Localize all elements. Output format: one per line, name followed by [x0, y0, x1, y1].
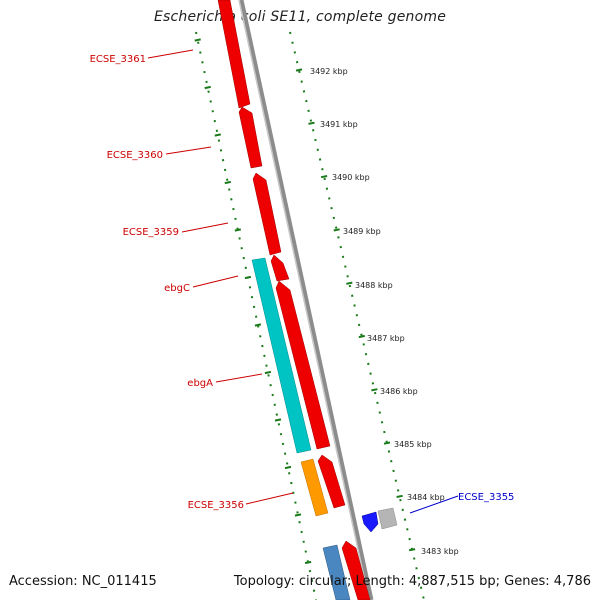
gene-arrows	[217, 0, 398, 600]
major-tick	[396, 494, 403, 498]
gene-arrow-small-3358[interactable]	[270, 254, 290, 282]
major-tick	[304, 560, 312, 565]
scale-label: 3485 kbp	[394, 440, 432, 449]
gene-label-ebgc[interactable]: ebgC	[164, 283, 190, 294]
scale-label: 3484 kbp	[407, 493, 445, 502]
major-tick	[224, 180, 231, 185]
gene-label-ecse-3355[interactable]: ECSE_3355	[458, 492, 514, 503]
scale-label: 3491 kbp	[320, 120, 358, 129]
scale-labels: 3492 kbp 3491 kbp 3490 kbp 3489 kbp 3488…	[310, 67, 459, 556]
scale-label: 3492 kbp	[310, 67, 348, 76]
major-tick	[214, 133, 221, 137]
accession-text: Accession: NC_011415	[9, 574, 157, 589]
gene-label-ecse-3359[interactable]: ECSE_3359	[123, 227, 179, 238]
gene-arrow-ebgc[interactable]	[251, 257, 312, 454]
genome-backbone	[238, 0, 374, 600]
scale-label: 3483 kbp	[421, 547, 459, 556]
topology-text: Topology: circular; Length: 4,887,515 bp…	[233, 574, 591, 589]
gene-arrow-ecse-3359[interactable]	[252, 172, 282, 256]
major-tick	[371, 388, 378, 392]
major-tick	[294, 513, 302, 517]
scale-label: 3490 kbp	[332, 173, 370, 182]
major-tick	[274, 418, 282, 422]
genome-backbone-highlight	[238, 0, 370, 600]
outer-tick-track	[195, 31, 317, 600]
major-tick	[333, 228, 340, 232]
gene-label-ebga[interactable]: ebgA	[187, 378, 213, 389]
major-tick	[244, 275, 252, 280]
gene-label-ecse-3356[interactable]: ECSE_3356	[188, 500, 244, 511]
major-tick	[383, 441, 391, 445]
inner-tick-track	[289, 31, 425, 600]
major-tick	[194, 38, 201, 42]
label-leaders	[147, 49, 459, 514]
scale-label: 3487 kbp	[367, 334, 405, 343]
major-tick	[346, 281, 353, 285]
major-tick	[358, 334, 365, 339]
scale-label: 3486 kbp	[380, 387, 418, 396]
gene-label-ecse-3360[interactable]: ECSE_3360	[107, 150, 163, 161]
inner-major-ticks	[295, 68, 416, 552]
gene-arrow-gray[interactable]	[377, 507, 398, 530]
gene-arrow-bottom-red[interactable]	[341, 540, 371, 600]
gene-arrow-ecse-3356[interactable]	[300, 458, 329, 517]
major-tick	[284, 465, 292, 470]
major-tick	[204, 85, 211, 90]
gene-arrow-steelblue[interactable]	[322, 544, 351, 600]
gene-arrow-ecse-3361[interactable]	[217, 0, 251, 109]
major-tick	[408, 548, 416, 552]
outer-major-ticks	[194, 38, 312, 565]
gene-arrow-ecse-3360[interactable]	[238, 106, 263, 169]
major-tick	[308, 121, 315, 125]
scale-label: 3488 kbp	[355, 281, 393, 290]
gene-label-ecse-3361[interactable]: ECSE_3361	[90, 54, 146, 65]
major-tick	[254, 323, 262, 327]
major-tick	[234, 228, 241, 232]
major-tick	[320, 175, 328, 179]
gene-arrow-ebga-strand[interactable]	[275, 280, 331, 450]
major-tick	[295, 68, 303, 72]
major-tick	[264, 370, 272, 375]
gene-arrow-ecse-3355[interactable]	[361, 511, 379, 533]
gene-arrow-ecse-3357[interactable]	[317, 454, 346, 509]
scale-label: 3489 kbp	[343, 227, 381, 236]
